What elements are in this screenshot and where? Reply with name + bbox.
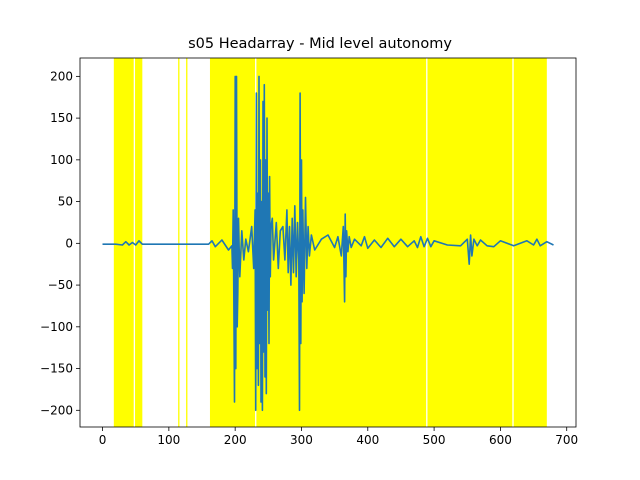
series-line-0 [102, 75, 554, 412]
highlight-span-2 [178, 58, 180, 427]
highlight-span-5 [256, 58, 427, 427]
x-tick-label: 0 [99, 433, 107, 447]
y-tick-label: 0 [65, 236, 73, 250]
x-tick-label: 100 [157, 433, 180, 447]
y-tick-label: −50 [48, 278, 73, 292]
highlight-spans [113, 58, 547, 427]
chart-title: s05 Headarray - Mid level autonomy [188, 36, 452, 52]
series-layer [102, 75, 554, 412]
y-tick-label: −150 [40, 362, 73, 376]
y-tick-label: 200 [50, 69, 73, 83]
y-tick-label: 50 [58, 195, 73, 209]
highlight-span-1 [135, 58, 143, 427]
y-axis: −200 −150 −100 −50 0 50 100 150 200 [40, 69, 80, 417]
y-tick-label: 150 [50, 111, 73, 125]
x-tick-label: 200 [224, 433, 247, 447]
x-tick-label: 300 [290, 433, 313, 447]
x-tick-label: 600 [489, 433, 512, 447]
x-tick-label: 400 [356, 433, 379, 447]
highlight-span-3 [186, 58, 188, 427]
y-tick-label: −200 [40, 403, 73, 417]
x-axis: 0 100 200 300 400 500 600 700 [99, 427, 578, 447]
highlight-span-0 [113, 58, 134, 427]
x-tick-label: 700 [555, 433, 578, 447]
y-tick-label: 100 [50, 153, 73, 167]
axes-frame [79, 57, 577, 428]
y-tick-label: −100 [40, 320, 73, 334]
x-tick-label: 500 [423, 433, 446, 447]
